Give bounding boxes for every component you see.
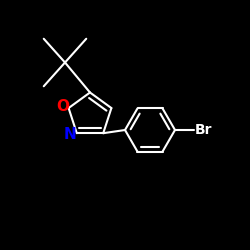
Text: O: O <box>56 98 69 114</box>
Text: Br: Br <box>195 123 212 137</box>
Text: N: N <box>64 127 77 142</box>
